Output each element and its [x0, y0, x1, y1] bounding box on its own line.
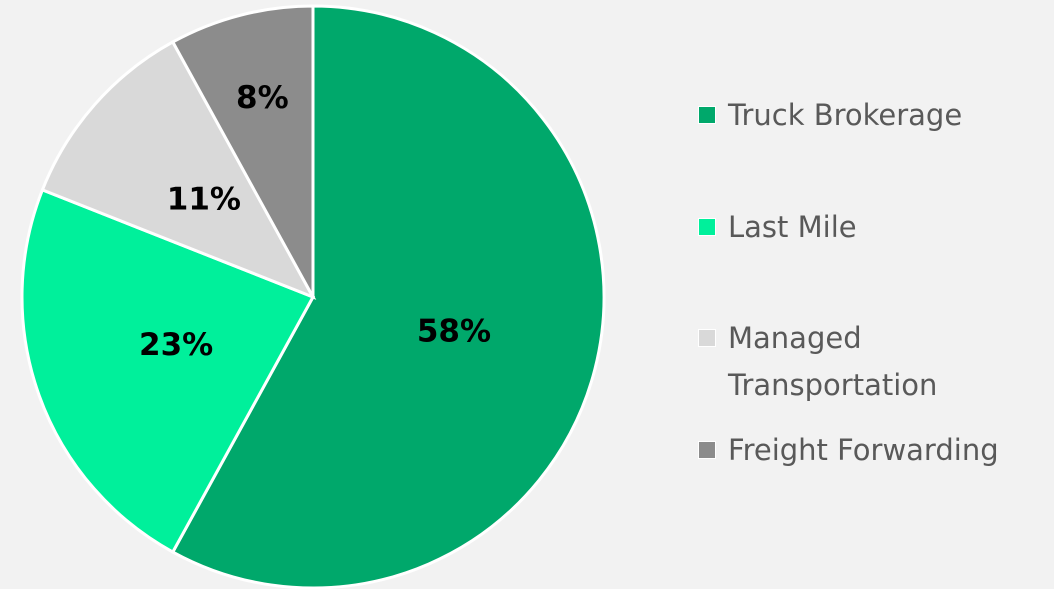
legend-item: Managed Transportation [698, 315, 1038, 409]
pie-slice [170, 4, 606, 589]
legend-swatch [698, 329, 716, 347]
data-label: 8% [236, 80, 289, 116]
pie-chart: 58% 23% 11% 8% [20, 4, 606, 589]
data-label: 23% [139, 327, 213, 363]
legend-swatch [698, 441, 716, 459]
pie-slice [40, 39, 317, 300]
legend-label: Truck Brokerage [728, 98, 963, 132]
pie-slice [170, 4, 315, 298]
legend-item: Last Mile [698, 204, 1038, 251]
legend-item: Freight Forwarding [698, 427, 1038, 474]
legend-swatch [698, 218, 716, 236]
legend-item: Truck Brokerage [698, 92, 1038, 139]
legend-label: Last Mile [728, 210, 857, 244]
data-label: 58% [417, 314, 491, 350]
pie-slice [20, 187, 316, 555]
legend-label: Managed Transportation [728, 321, 938, 402]
legend-label: Freight Forwarding [728, 433, 999, 467]
legend-swatch [698, 106, 716, 124]
data-label: 11% [167, 181, 241, 217]
